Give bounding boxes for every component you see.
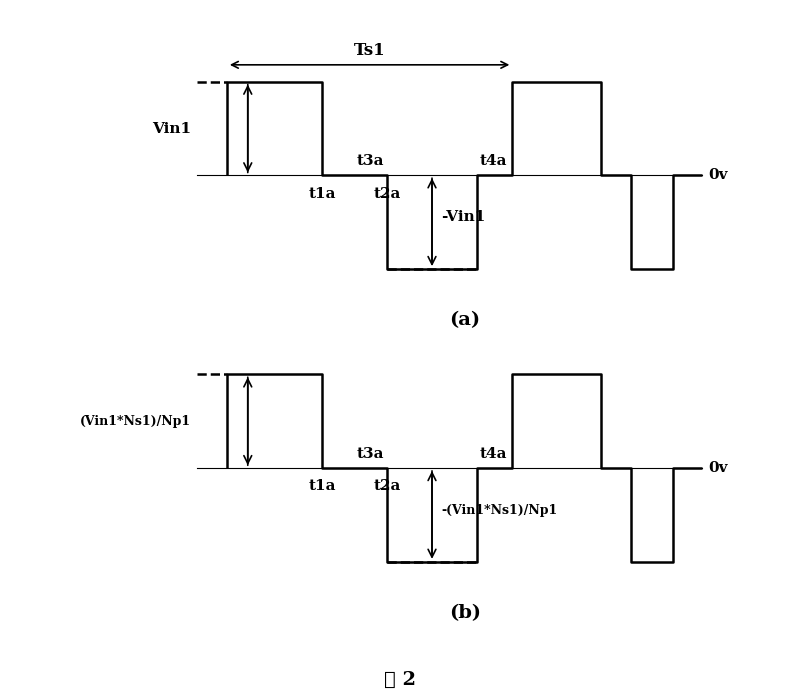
Text: t4a: t4a bbox=[479, 447, 507, 461]
Text: t3a: t3a bbox=[357, 447, 385, 461]
Text: t1a: t1a bbox=[308, 480, 336, 493]
Text: t4a: t4a bbox=[479, 154, 507, 168]
Text: t1a: t1a bbox=[308, 187, 336, 201]
Text: -(Vin1*Ns1)/Np1: -(Vin1*Ns1)/Np1 bbox=[441, 504, 557, 516]
Text: t2a: t2a bbox=[374, 480, 401, 493]
Text: Ts1: Ts1 bbox=[354, 43, 386, 59]
Text: t2a: t2a bbox=[374, 187, 401, 201]
Text: -Vin1: -Vin1 bbox=[441, 210, 486, 224]
Text: 0v: 0v bbox=[708, 169, 728, 183]
Text: (Vin1*Ns1)/Np1: (Vin1*Ns1)/Np1 bbox=[80, 415, 191, 428]
Text: 图 2: 图 2 bbox=[384, 671, 416, 689]
Text: (b): (b) bbox=[449, 604, 481, 622]
Text: 0v: 0v bbox=[708, 461, 728, 475]
Text: t3a: t3a bbox=[357, 154, 385, 168]
Text: (a): (a) bbox=[449, 311, 480, 329]
Text: Vin1: Vin1 bbox=[152, 121, 191, 135]
